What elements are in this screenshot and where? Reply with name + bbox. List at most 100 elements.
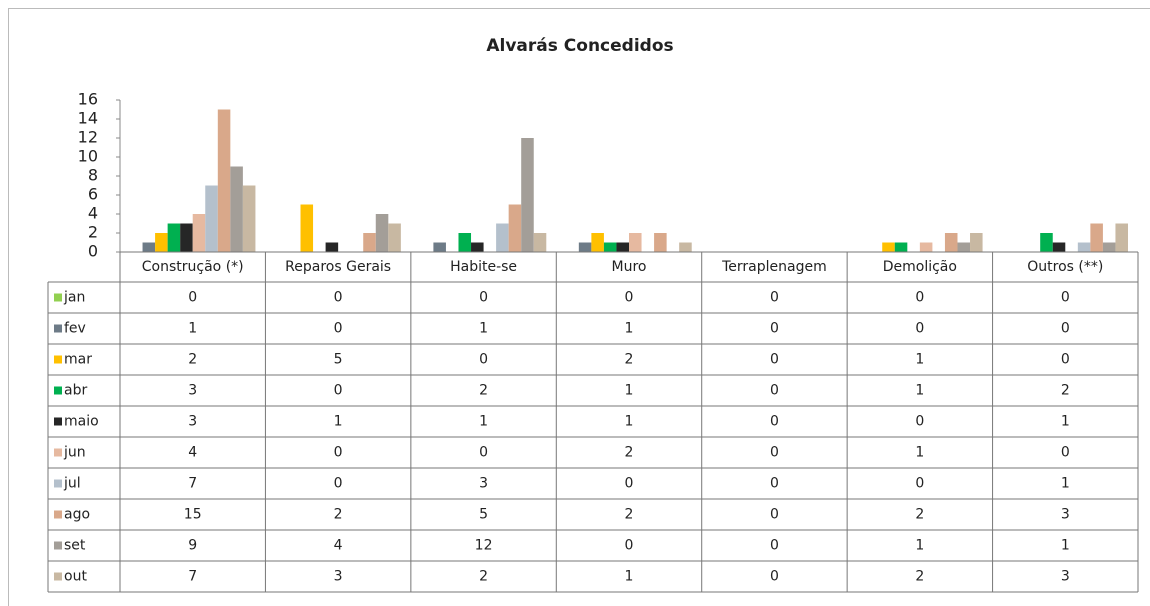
y-tick-label: 10 (78, 147, 98, 166)
table-value: 0 (625, 476, 634, 492)
x-tick-label: Muro (612, 259, 647, 275)
table-value: 2 (915, 507, 924, 523)
bar (192, 214, 206, 252)
legend-swatch (54, 355, 62, 364)
table-value: 0 (334, 321, 343, 337)
bar (629, 233, 642, 252)
bar (1040, 233, 1053, 252)
table-value: 1 (479, 414, 488, 430)
table-value: 1 (625, 383, 634, 399)
bar (957, 242, 971, 252)
bar (578, 242, 592, 252)
y-tick-label: 6 (88, 185, 98, 204)
bar (230, 166, 243, 252)
table-value: 0 (625, 290, 634, 306)
table-value: 0 (1061, 321, 1070, 337)
table-value: 0 (770, 321, 779, 337)
x-tick-label: Outros (**) (1027, 259, 1103, 275)
table-value: 9 (188, 538, 197, 554)
y-tick-label: 16 (78, 90, 98, 109)
bar (654, 233, 667, 252)
y-tick-label: 0 (88, 242, 98, 261)
y-tick-label: 2 (88, 223, 98, 242)
bar (1090, 223, 1103, 252)
table-value: 0 (770, 383, 779, 399)
legend-swatch (54, 541, 62, 550)
table-value: 0 (770, 290, 779, 306)
legend-swatch (54, 479, 62, 488)
bar (142, 242, 156, 252)
table-value: 2 (334, 507, 343, 523)
bar (533, 233, 547, 252)
table-value: 2 (625, 507, 634, 523)
bar (1077, 242, 1091, 252)
legend-swatch (54, 324, 62, 333)
table-value: 0 (770, 569, 779, 585)
table-value: 0 (915, 414, 924, 430)
bar (363, 233, 376, 252)
legend-label: jul (63, 476, 81, 492)
bar (603, 242, 617, 252)
table-value: 0 (188, 290, 197, 306)
x-tick-label: Terraplenagem (721, 259, 827, 275)
table-value: 2 (479, 569, 488, 585)
bar (458, 233, 472, 252)
bar (496, 223, 509, 252)
table-value: 0 (334, 290, 343, 306)
table-value: 1 (1061, 538, 1070, 554)
table-value: 0 (915, 321, 924, 337)
legend-swatch (54, 510, 62, 519)
bar (217, 109, 231, 252)
x-tick-label: Demolição (883, 259, 957, 275)
x-tick-label: Habite-se (450, 259, 517, 275)
table-value: 1 (625, 414, 634, 430)
bar (521, 138, 534, 252)
table-value: 1 (915, 352, 924, 368)
x-tick-label: Construção (*) (142, 259, 244, 275)
chart-title: Alvarás Concedidos (486, 36, 673, 56)
table-value: 0 (915, 476, 924, 492)
bar (205, 185, 218, 252)
legend-label: ago (64, 507, 90, 523)
table-value: 0 (334, 445, 343, 461)
table-value: 0 (479, 290, 488, 306)
bar (242, 185, 256, 252)
table-value: 0 (334, 383, 343, 399)
legend-label: abr (64, 383, 87, 399)
y-tick-label: 8 (88, 166, 98, 185)
legend-swatch (54, 386, 62, 395)
table-value: 7 (188, 569, 197, 585)
table-value: 0 (915, 290, 924, 306)
table-value: 1 (1061, 476, 1070, 492)
table-value: 3 (188, 383, 197, 399)
table-value: 0 (770, 538, 779, 554)
bar (679, 242, 692, 252)
table-value: 4 (188, 445, 197, 461)
table-value: 1 (1061, 414, 1070, 430)
table-value: 0 (770, 352, 779, 368)
y-tick-label: 14 (78, 109, 98, 128)
bar (300, 204, 314, 252)
bar (433, 242, 446, 252)
table-value: 12 (475, 538, 493, 554)
legend-swatch (54, 448, 62, 457)
bar (167, 223, 181, 252)
table-value: 0 (770, 507, 779, 523)
table-value: 1 (334, 414, 343, 430)
table-value: 1 (915, 445, 924, 461)
bar (375, 214, 389, 252)
legend-label: maio (64, 414, 99, 430)
bar (894, 242, 908, 252)
table-value: 2 (915, 569, 924, 585)
legend-label: jun (63, 445, 86, 461)
bar (180, 223, 193, 252)
table-value: 0 (1061, 290, 1070, 306)
y-tick-label: 4 (88, 204, 98, 223)
table-value: 1 (915, 538, 924, 554)
bar (944, 233, 958, 252)
table-value: 2 (625, 445, 634, 461)
bar (508, 204, 522, 252)
y-tick-label: 12 (78, 128, 98, 147)
table-value: 0 (479, 445, 488, 461)
